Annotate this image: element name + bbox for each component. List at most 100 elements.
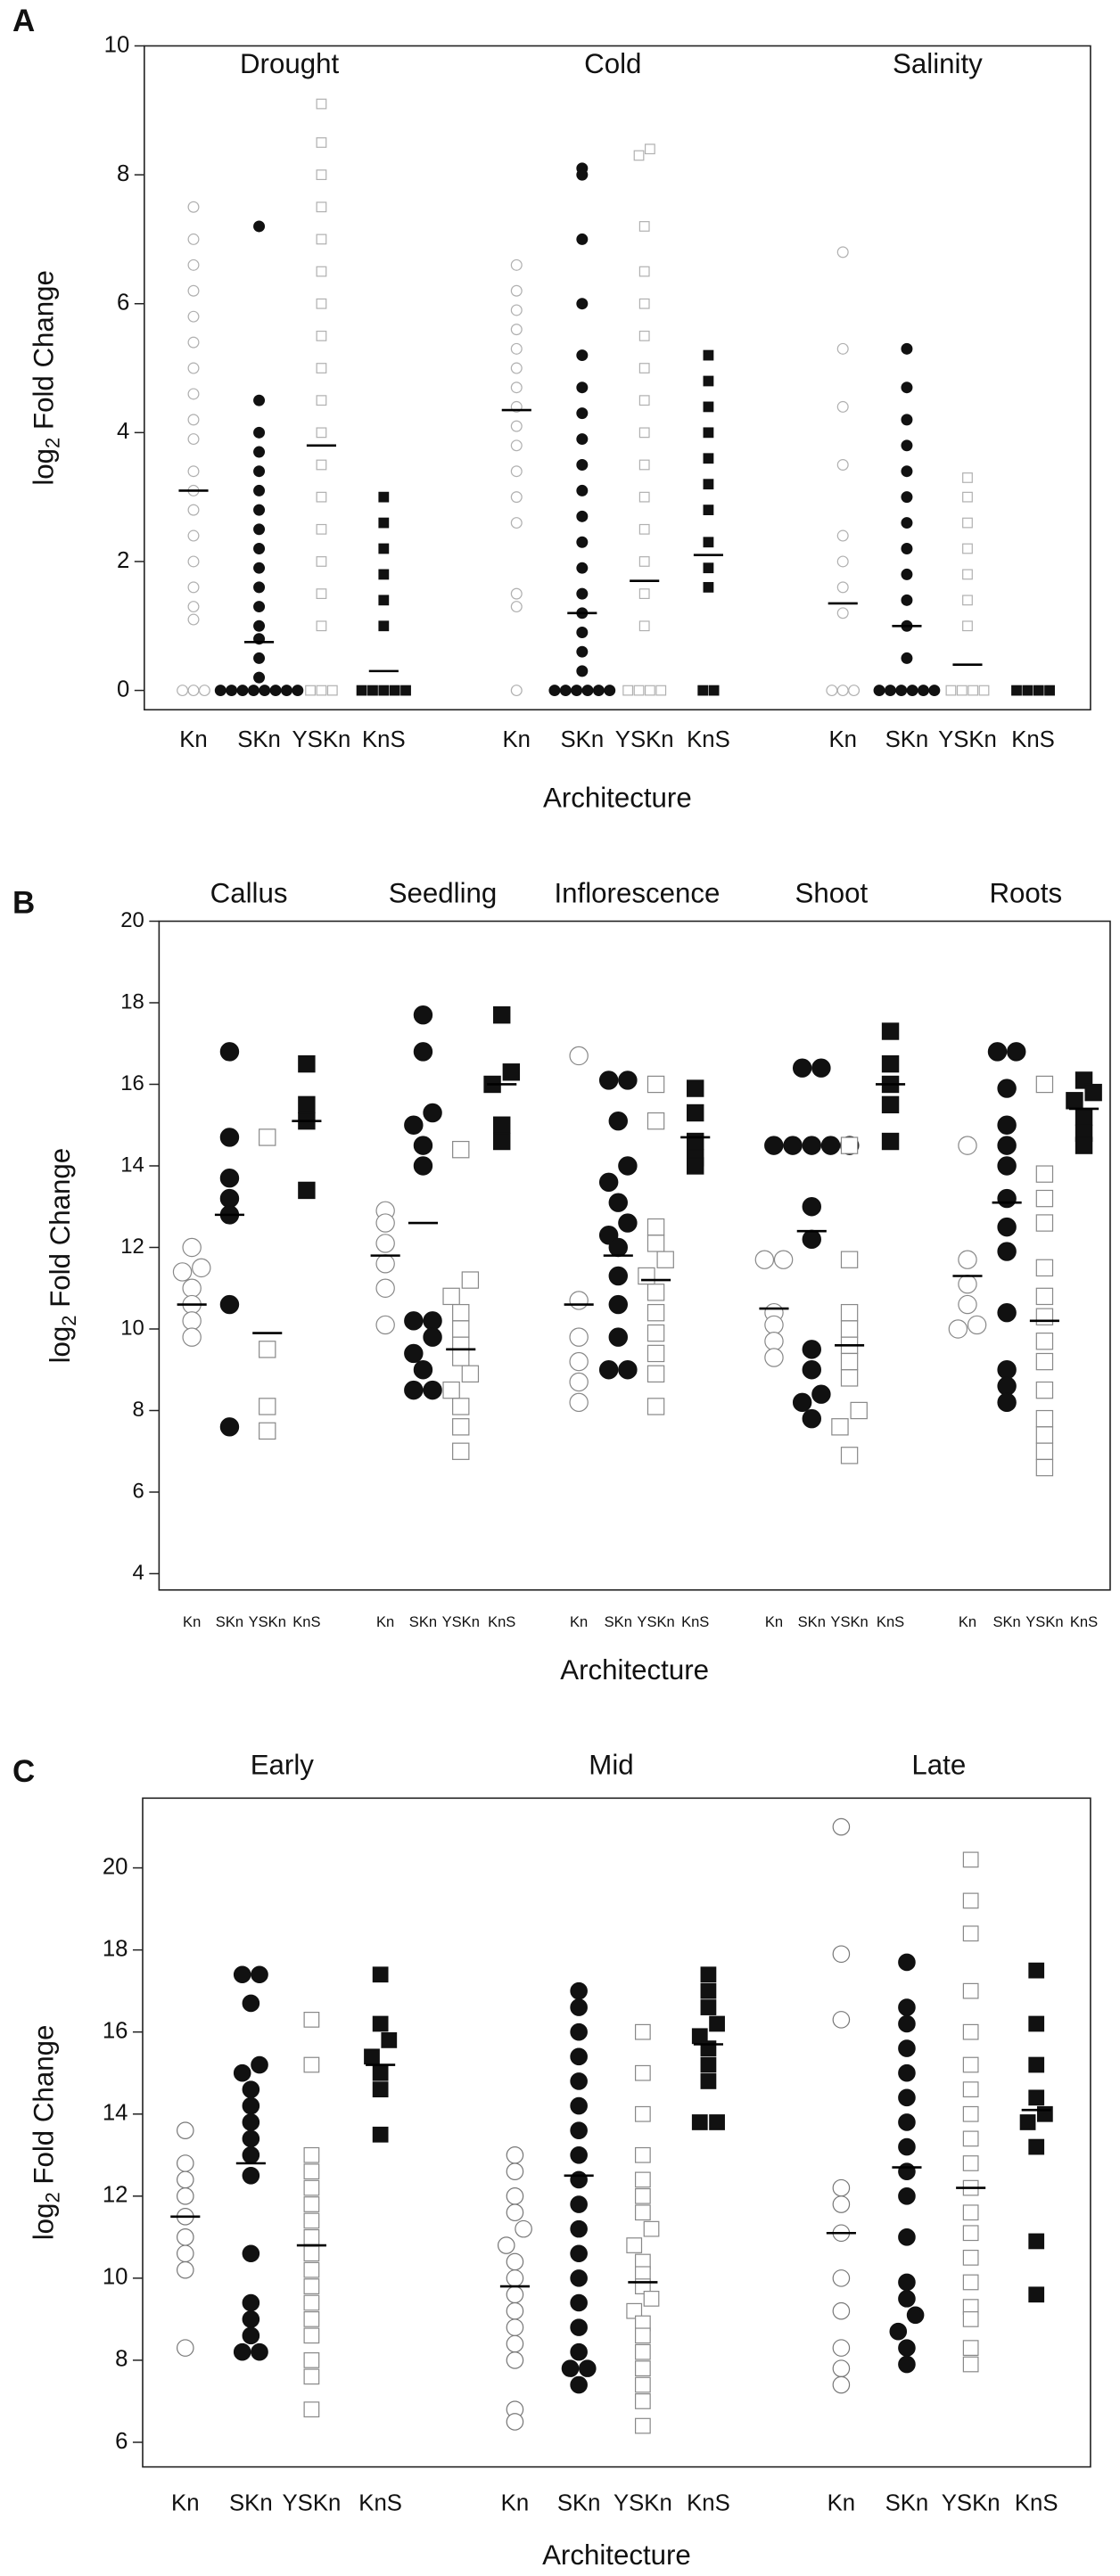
data-point (253, 652, 266, 664)
data-point (576, 298, 589, 310)
y-label-sub: 2 (42, 438, 64, 448)
data-point (840, 1352, 859, 1371)
data-point (638, 298, 650, 309)
data-point (423, 1311, 442, 1331)
data-point (570, 1998, 588, 2016)
data-point (576, 168, 589, 181)
data-point (633, 150, 645, 161)
data-point (703, 505, 714, 516)
data-point (571, 685, 583, 697)
data-point (576, 665, 589, 677)
y-tick-label: 10 (120, 1316, 144, 1340)
y-tick-label: 12 (120, 1235, 144, 1259)
data-point (510, 587, 523, 600)
data-point (703, 427, 714, 439)
data-point (832, 2375, 851, 2394)
data-point (898, 2088, 916, 2107)
data-point (461, 1271, 480, 1289)
data-point (461, 1365, 480, 1383)
data-point (836, 529, 849, 542)
x-tick-label: Kn (570, 1613, 588, 1630)
data-point (452, 1398, 470, 1415)
data-point (187, 685, 200, 697)
data-point (506, 2285, 524, 2304)
y-tick-label: 2 (117, 548, 129, 573)
data-point (622, 685, 634, 696)
data-point (316, 169, 327, 181)
data-point (1044, 685, 1055, 696)
data-point (703, 453, 714, 464)
data-point (576, 433, 589, 446)
data-point (792, 1058, 812, 1078)
data-point (646, 1112, 665, 1130)
data-point (962, 2340, 979, 2357)
data-point (831, 1418, 849, 1436)
data-point (236, 685, 249, 697)
data-point (316, 491, 327, 503)
data-point (493, 1132, 511, 1151)
data-point (840, 1447, 859, 1464)
y-label-rest: Fold Change (29, 2025, 60, 2193)
data-point (570, 1981, 588, 2000)
data-point (253, 619, 266, 632)
data-point (570, 2195, 588, 2213)
data-point (404, 1380, 424, 1400)
data-point (832, 2269, 851, 2287)
data-point (375, 1234, 395, 1253)
condition-title: Inflorescence (554, 877, 720, 908)
data-point (576, 536, 589, 548)
data-point (510, 465, 523, 478)
data-point (259, 1341, 276, 1358)
data-point (316, 685, 327, 696)
y-label-main: log (29, 448, 60, 486)
data-point (962, 491, 973, 503)
data-point (802, 1229, 821, 1250)
data-point (316, 137, 327, 148)
data-point (592, 685, 605, 697)
data-point (372, 1966, 389, 1983)
data-point (506, 2351, 524, 2369)
y-axis-label: log2 Fold Change (29, 270, 64, 486)
data-point (634, 2327, 651, 2344)
data-point (413, 1136, 433, 1155)
data-point (356, 685, 367, 696)
data-point (259, 1422, 276, 1440)
data-point (502, 1063, 521, 1081)
data-point (561, 2359, 580, 2377)
y-tick-label: 6 (133, 1479, 144, 1503)
data-point (884, 685, 896, 697)
data-point (836, 555, 849, 568)
data-point (962, 2274, 979, 2291)
data-point (898, 2355, 916, 2374)
data-point (242, 2113, 260, 2131)
data-point (247, 685, 259, 697)
data-point (873, 685, 885, 697)
data-point (298, 1095, 316, 1114)
data-point (214, 685, 226, 697)
plot-frame (144, 45, 1091, 711)
data-point (997, 1302, 1017, 1323)
data-point (378, 620, 390, 632)
data-point (608, 1237, 628, 1258)
x-tick-label: Kn (828, 727, 856, 752)
data-point (644, 144, 655, 155)
data-point (569, 1351, 589, 1372)
data-point (375, 1213, 395, 1233)
data-point (242, 2080, 260, 2098)
data-point (187, 581, 200, 594)
data-point (219, 1128, 240, 1147)
data-point (378, 491, 390, 503)
data-point (638, 523, 650, 535)
data-point (253, 601, 266, 613)
x-tick-label: KnS (1011, 727, 1055, 752)
data-point (316, 234, 327, 245)
data-point (608, 1294, 628, 1315)
data-point (316, 523, 327, 535)
data-point (292, 685, 304, 697)
data-point (1028, 1962, 1045, 1979)
data-point (242, 1994, 260, 2013)
data-point (316, 459, 327, 471)
data-point (187, 504, 200, 516)
x-tick-label: KnS (681, 1613, 709, 1630)
data-point (638, 395, 650, 406)
